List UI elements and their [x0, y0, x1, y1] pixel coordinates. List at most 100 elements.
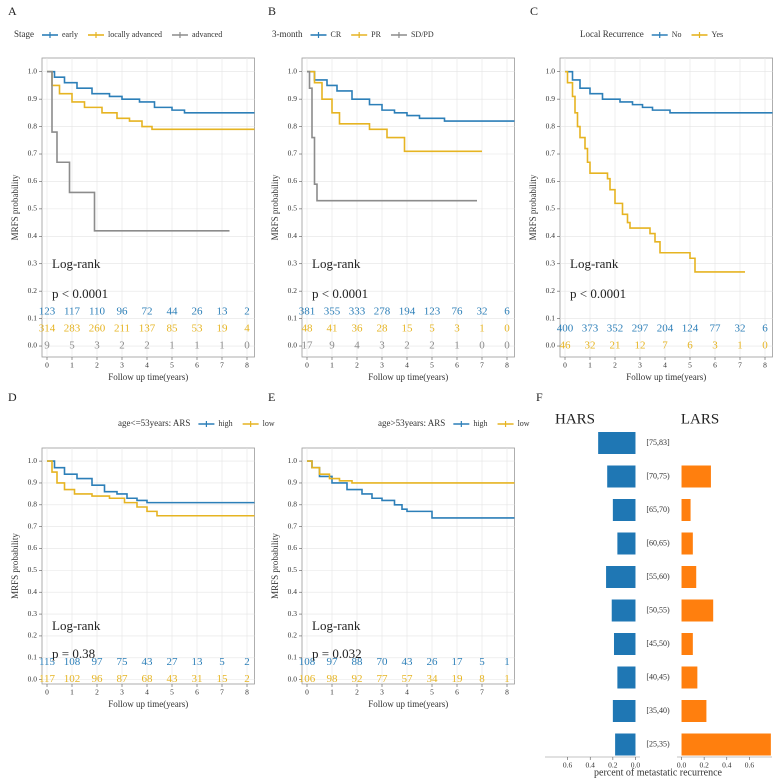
at-risk-count: 8: [479, 673, 485, 685]
x-tick-label: 6: [713, 361, 717, 370]
bar: [681, 499, 691, 521]
at-risk-count: 7: [662, 340, 668, 352]
x-tick-label: 8: [505, 688, 509, 697]
y-tick-label: 0.5: [28, 204, 38, 213]
at-risk-count: 137: [139, 323, 156, 335]
x-tick-label: 3: [638, 361, 642, 370]
y-tick-label: 0.3: [288, 258, 298, 267]
y-tick-label: 0.1: [28, 313, 38, 322]
x-tick-label: 0.0: [631, 761, 641, 770]
plot-background: [301, 57, 515, 358]
category-label: [50,55): [646, 605, 670, 614]
x-tick-label: 4: [145, 361, 149, 370]
at-risk-count: 15: [402, 323, 414, 335]
legend-label: early: [62, 30, 78, 39]
y-tick-label: 0.5: [546, 204, 556, 213]
x-tick-label: 0.6: [563, 761, 573, 770]
bar: [612, 499, 636, 521]
at-risk-count: 204: [657, 323, 674, 335]
panel-label: E: [268, 390, 275, 404]
at-risk-count: 13: [192, 656, 204, 668]
x-axis-label: Follow up time(years): [368, 372, 448, 382]
category-label: [45,50): [646, 639, 670, 648]
at-risk-count: 92: [352, 673, 363, 685]
y-tick-label: 0.8: [288, 500, 298, 509]
at-risk-count: 17: [452, 656, 464, 668]
x-tick-label: 8: [245, 688, 249, 697]
at-risk-count: 26: [192, 306, 204, 318]
annotation: p < 0.0001: [570, 286, 626, 301]
panel-label: A: [8, 4, 17, 18]
x-tick-label: 4: [405, 361, 409, 370]
at-risk-count: 355: [324, 306, 341, 318]
at-risk-count: 4: [354, 340, 360, 352]
survival-curve: [47, 460, 255, 504]
bar: [607, 465, 636, 488]
x-tick-label: 1: [330, 688, 334, 697]
survival-curve: [307, 70, 515, 122]
at-risk-count: 1: [479, 323, 485, 335]
at-risk-count: 21: [610, 340, 621, 352]
x-axis-label: Follow up time(years): [368, 699, 448, 709]
at-risk-count: 1: [194, 340, 200, 352]
at-risk-count: 1: [454, 340, 460, 352]
at-risk-count: 97: [327, 656, 339, 668]
x-tick-label: 8: [245, 361, 249, 370]
at-risk-count: 96: [117, 306, 129, 318]
x-tick-label: 7: [480, 688, 484, 697]
x-tick-label: 4: [663, 361, 667, 370]
at-risk-count: 88: [352, 656, 364, 668]
x-tick-label: 6: [195, 361, 199, 370]
category-label: [25,35): [646, 739, 670, 748]
x-tick-label: 3: [120, 688, 124, 697]
at-risk-count: 57: [402, 673, 414, 685]
at-risk-count: 34: [427, 673, 439, 685]
y-tick-label: 0.2: [28, 631, 38, 640]
y-tick-label: 0.0: [28, 674, 38, 683]
x-tick-label: 5: [170, 688, 174, 697]
x-tick-label: 6: [455, 688, 459, 697]
at-risk-count: 194: [399, 306, 416, 318]
x-tick-label: 2: [355, 688, 359, 697]
survival-curve: [47, 460, 255, 517]
at-risk-count: 15: [217, 673, 229, 685]
y-tick-label: 1.0: [28, 456, 38, 465]
bar: [681, 599, 714, 622]
y-tick-label: 0.0: [28, 341, 38, 350]
at-risk-count: 32: [735, 323, 746, 335]
y-tick-label: 0.4: [288, 231, 298, 240]
at-risk-count: 32: [477, 306, 488, 318]
annotation: p < 0.0001: [312, 286, 368, 301]
y-tick-label: 1.0: [288, 66, 298, 75]
y-tick-label: 0.9: [28, 94, 38, 103]
x-tick-label: 1: [70, 688, 74, 697]
at-risk-count: 260: [89, 323, 106, 335]
y-axis-label: MRFS probability: [270, 533, 280, 599]
bar: [615, 733, 636, 756]
at-risk-count: 44: [167, 306, 179, 318]
at-risk-count: 19: [452, 673, 464, 685]
legend-label: PR: [371, 30, 381, 39]
at-risk-count: 6: [504, 306, 510, 318]
y-tick-label: 0.1: [288, 652, 298, 661]
at-risk-count: 117: [39, 673, 56, 685]
bar: [611, 599, 636, 622]
at-risk-count: 72: [142, 306, 153, 318]
x-tick-label: 0.6: [745, 761, 755, 770]
at-risk-count: 98: [327, 673, 339, 685]
survival-curve: [47, 70, 255, 114]
x-tick-label: 7: [220, 688, 224, 697]
at-risk-count: 19: [217, 323, 229, 335]
at-risk-count: 43: [167, 673, 179, 685]
at-risk-count: 5: [429, 323, 435, 335]
panel-label: D: [8, 390, 17, 404]
at-risk-count: 96: [92, 673, 104, 685]
series-header: HARS: [555, 411, 595, 427]
bar: [681, 700, 707, 722]
y-tick-label: 0.7: [546, 149, 556, 158]
x-tick-label: 4: [405, 688, 409, 697]
bar: [681, 666, 698, 689]
at-risk-count: 2: [144, 340, 150, 352]
annotation: p = 0.38: [52, 646, 95, 661]
